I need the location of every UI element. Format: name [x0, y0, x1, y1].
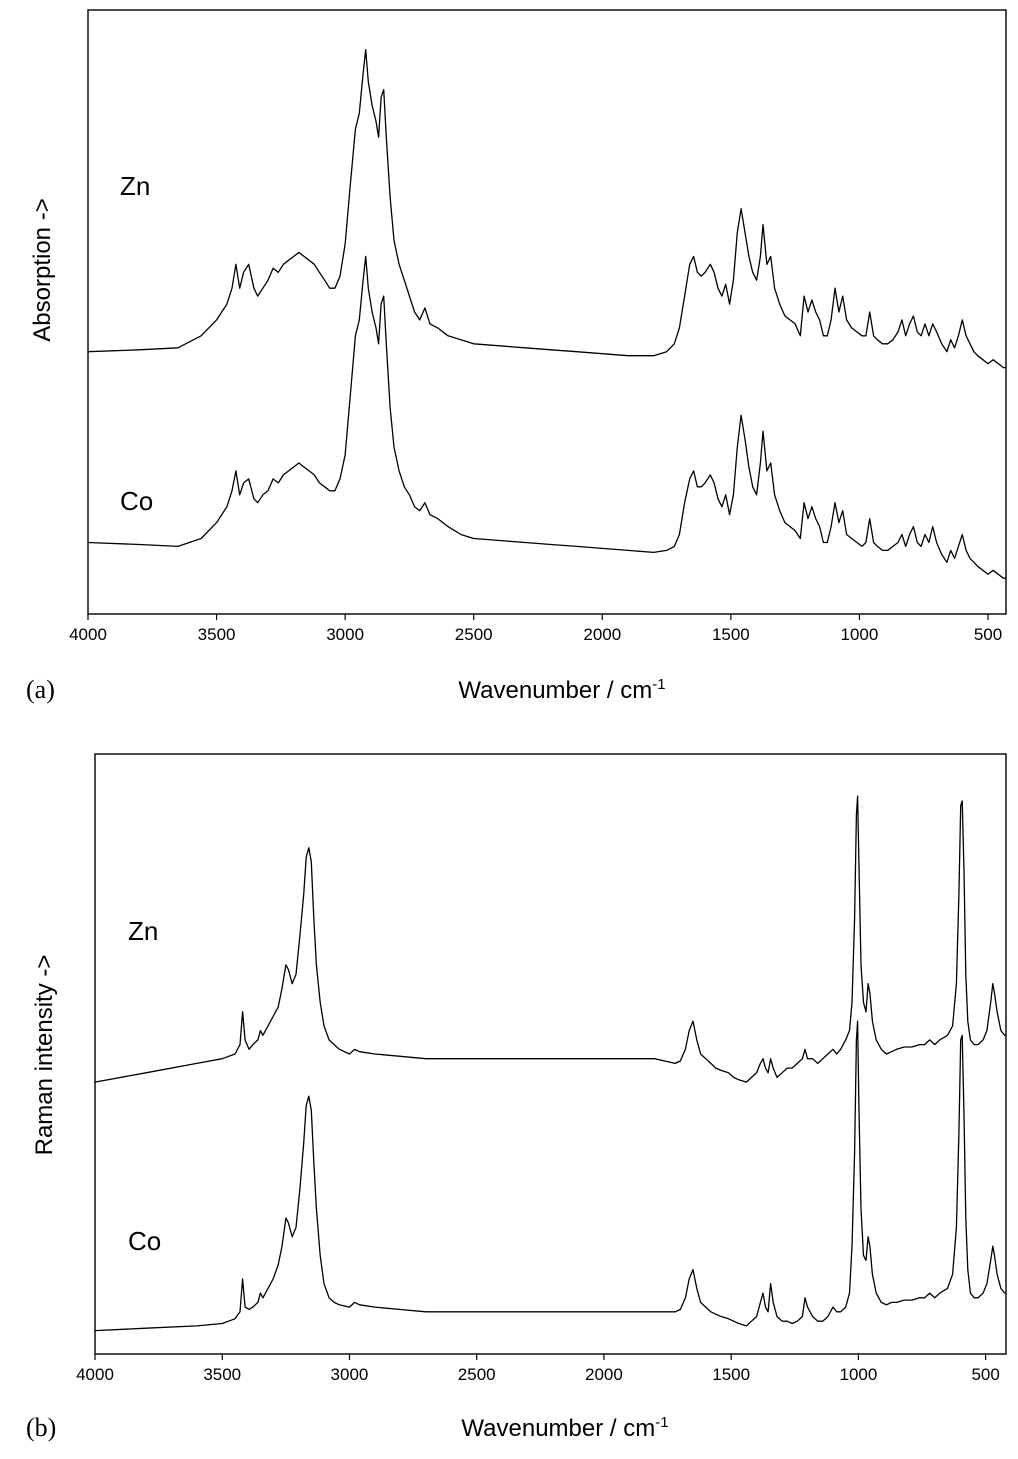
panel-a-series-labels: Zn Co	[120, 171, 153, 516]
panel-b-series-label-zn: Zn	[128, 916, 158, 946]
panel-a-x-tick-label: 1500	[712, 625, 750, 644]
panel-a: 4000 3500 3000 2500 2000 1500 1000 500 Zn Co Abs…	[26, 9, 1007, 704]
panel-a-series-label-co: Co	[120, 486, 153, 516]
panel-a-label: (a)	[26, 675, 55, 704]
panel-a-x-tick-label: 3000	[326, 625, 364, 644]
panel-b-x-tick-label: 3500	[203, 1365, 241, 1384]
panel-b-y-axis-title: Raman intensity ->	[31, 955, 58, 1156]
panel-b-x-tick-label: 1500	[712, 1365, 750, 1384]
panel-b-series-labels: Zn Co	[128, 916, 161, 1256]
panel-a-x-tick-label: 2500	[455, 625, 493, 644]
panel-a-x-tick-label: 1000	[841, 625, 879, 644]
panel-b-x-tick-label: 4000	[76, 1365, 114, 1384]
panel-b: 4000 3500 3000 2500 2000 1500 1000 500 Zn Co Ram…	[26, 753, 1007, 1442]
panel-b-trace-zn	[94, 795, 1006, 1083]
panel-a-x-tick-labels: 4000 3500 3000 2500 2000 1500 1000 500	[69, 625, 1002, 644]
panel-b-x-tick-labels: 4000 3500 3000 2500 2000 1500 1000 500	[76, 1365, 1000, 1384]
panel-b-plot-frame	[94, 753, 1007, 1355]
panel-a-plot-frame	[87, 9, 1007, 615]
panel-b-x-axis-title: Wavenumber / cm-1	[461, 1414, 668, 1442]
panel-b-x-ticks	[94, 1354, 987, 1360]
panel-a-x-axis-title: Wavenumber / cm-1	[458, 676, 665, 704]
panel-a-trace-zn	[87, 49, 1006, 369]
panel-b-x-tick-label: 2000	[585, 1365, 623, 1384]
panel-b-x-tick-label: 3000	[331, 1365, 369, 1384]
panel-a-x-tick-label: 500	[974, 625, 1002, 644]
panel-a-series-label-zn: Zn	[120, 171, 150, 201]
panel-b-label: (b)	[26, 1413, 56, 1442]
panel-b-x-tick-label: 1000	[839, 1365, 877, 1384]
panel-a-x-tick-label: 3500	[198, 625, 236, 644]
panel-a-x-tick-label: 4000	[69, 625, 107, 644]
panel-b-x-tick-label: 2500	[458, 1365, 496, 1384]
panel-a-y-axis-title: Absorption ->	[29, 198, 56, 341]
panel-b-trace-co	[94, 1020, 1006, 1332]
panel-a-x-ticks	[87, 614, 989, 620]
panel-b-traces	[94, 795, 1006, 1332]
panel-b-x-tick-label: 500	[971, 1365, 999, 1384]
panel-a-x-tick-label: 2000	[583, 625, 621, 644]
panel-a-traces	[87, 49, 1006, 579]
panel-b-series-label-co: Co	[128, 1226, 161, 1256]
panel-a-trace-co	[87, 255, 1006, 579]
